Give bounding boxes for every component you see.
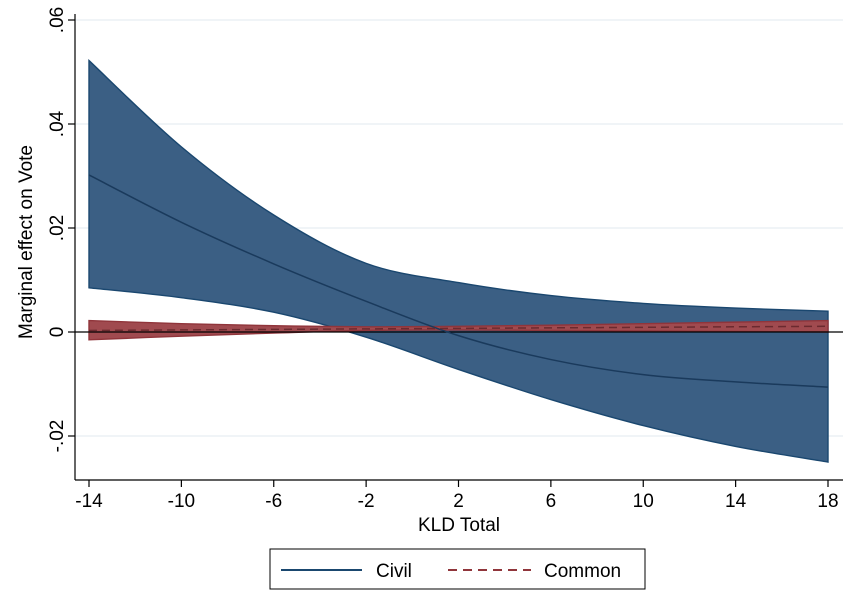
civil-series-line xyxy=(88,174,829,388)
x-tick-label: -10 xyxy=(168,491,195,512)
legend: Civil Common xyxy=(269,548,646,590)
x-tick-label: 6 xyxy=(546,491,557,512)
y-tick-label: 0 xyxy=(47,327,68,338)
x-tick-label: 2 xyxy=(453,491,464,512)
series-lines xyxy=(88,174,829,388)
x-tick-label: 18 xyxy=(817,491,838,512)
legend-label-civil: Civil xyxy=(376,561,412,582)
y-tick-label: .06 xyxy=(47,7,68,33)
y-tick-label: .02 xyxy=(47,215,68,241)
x-axis-ticks: -14 -10 -6 -2 2 6 10 14 18 xyxy=(75,480,839,512)
legend-label-common: Common xyxy=(544,561,621,582)
y-tick-label: -.02 xyxy=(47,420,68,453)
x-axis-label: KLD Total xyxy=(418,515,500,536)
x-tick-label: 10 xyxy=(633,491,654,512)
x-tick-label: -2 xyxy=(358,491,375,512)
y-axis-ticks: -.02 0 .02 .04 .06 xyxy=(47,7,75,453)
x-tick-label: -14 xyxy=(75,491,103,512)
x-tick-label: 14 xyxy=(725,491,747,512)
x-tick-label: -6 xyxy=(265,491,282,512)
y-tick-label: .04 xyxy=(47,110,68,137)
common-series-line xyxy=(88,325,829,332)
y-axis-label: Marginal effect on Vote xyxy=(16,145,37,339)
